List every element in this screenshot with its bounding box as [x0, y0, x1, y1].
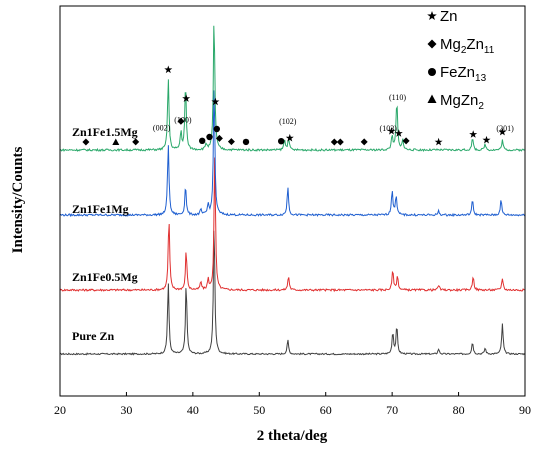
x-axis-title: 2 theta/deg: [257, 428, 328, 444]
star-marker-icon: [211, 97, 220, 106]
legend-label-mgzn2: MgZn2: [440, 92, 484, 112]
series-line-zn1fe1mg: [59, 90, 526, 218]
peak-index-label: (110): [389, 93, 406, 102]
plot-frame: [59, 5, 526, 397]
sample-label-zn1fe1-5mg: Zn1Fe1.5Mg: [72, 125, 138, 139]
legend-item-mg2zn11: Mg2Zn11: [427, 36, 495, 56]
legend-label-mg2zn11: Mg2Zn11: [440, 36, 495, 56]
x-tick-label: 50: [253, 403, 265, 417]
diamond-marker-icon: [330, 138, 338, 146]
star-marker-icon: [469, 130, 478, 138]
peak-index-label: (201): [496, 124, 514, 133]
series-line-pure-zn: [60, 230, 526, 356]
peak-index-label: (103): [380, 124, 398, 133]
diamond-marker-icon: [215, 134, 223, 142]
series-line-zn1fe1-5mg: [59, 25, 525, 153]
x-tick-label: 70: [386, 403, 398, 417]
sample-labels: Pure Zn Zn1Fe0.5Mg Zn1Fe1Mg Zn1Fe1.5Mg: [72, 125, 138, 343]
circle-marker-icon: [213, 125, 220, 133]
circle-marker-icon: [278, 138, 285, 145]
sample-label-zn1fe0-5mg: Zn1Fe0.5Mg: [72, 270, 138, 284]
star-marker-icon: [387, 127, 396, 135]
star-marker-icon: [164, 65, 173, 74]
star-marker-icon: [498, 127, 507, 136]
peak-index-label: (102): [279, 117, 297, 126]
peak-index-labels: (002)(100)(101)(102)(103)(110)(201): [153, 93, 514, 133]
star-marker-icon: [182, 94, 191, 102]
star-marker-icon: [434, 137, 443, 146]
legend-label-fezn13: FeZn13: [440, 64, 487, 84]
peak-index-label: (100): [174, 115, 192, 124]
x-tick-label: 60: [320, 403, 332, 417]
x-axis-ticks: 20 30 40 50 60 70 80 90: [54, 392, 531, 417]
x-tick-label: 40: [187, 403, 199, 417]
star-marker-icon: [482, 135, 491, 144]
y-axis-title: Intensity/Counts: [10, 146, 26, 253]
star-icon: [427, 11, 437, 20]
circle-icon: [428, 68, 436, 76]
x-tick-label: 20: [54, 403, 66, 417]
legend-item-fezn13: FeZn13: [428, 64, 487, 84]
circle-marker-icon: [206, 133, 213, 141]
diamond-marker-icon: [132, 138, 140, 146]
legend-label-zn: Zn: [440, 8, 458, 25]
triangle-icon: [427, 94, 437, 103]
diamond-marker-icon: [227, 138, 235, 146]
triangle-marker-icon: [112, 138, 120, 145]
star-marker-icon: [394, 129, 403, 137]
diamond-marker-icon: [336, 138, 344, 146]
circle-marker-icon: [199, 137, 206, 144]
diamond-marker-icon: [402, 137, 410, 145]
peak-index-label: (002): [153, 124, 171, 133]
circle-marker-icon: [242, 138, 250, 146]
legend-item-mgzn2: MgZn2: [427, 92, 484, 112]
star-marker-icon: [285, 133, 294, 142]
diamond-icon: [427, 39, 437, 49]
series-line-zn1fe0-5mg: [59, 157, 525, 293]
diamond-marker-icon: [82, 138, 90, 146]
x-tick-label: 80: [453, 403, 465, 417]
sample-label-zn1fe1mg: Zn1Fe1Mg: [72, 202, 129, 216]
legend-item-zn: Zn: [427, 8, 458, 25]
series-layer: [59, 25, 526, 356]
sample-label-pure-zn: Pure Zn: [72, 329, 114, 343]
x-tick-label: 90: [519, 403, 531, 417]
legend: Zn Mg2Zn11 FeZn13 MgZn2: [427, 8, 495, 112]
diamond-marker-icon: [177, 117, 185, 125]
x-tick-label: 30: [120, 403, 132, 417]
phase-markers: [82, 65, 507, 146]
diamond-marker-icon: [360, 138, 368, 146]
